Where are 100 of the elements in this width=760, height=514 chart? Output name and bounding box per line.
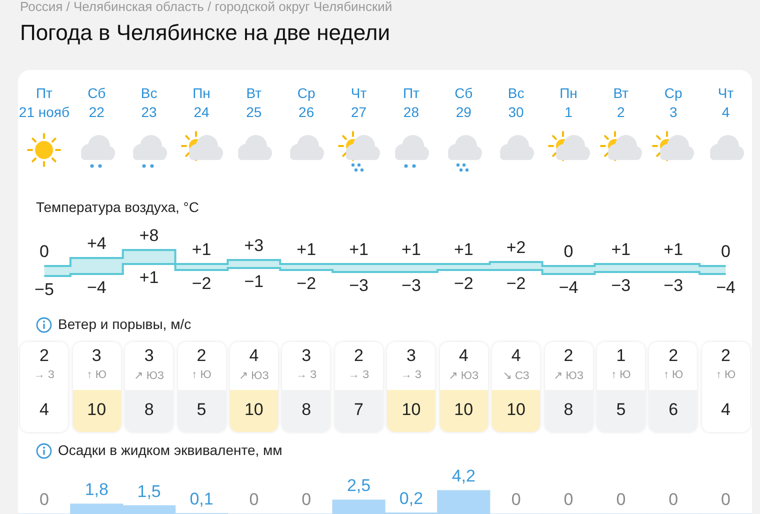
data-label: −2 — [506, 274, 526, 294]
data-label: 0 — [302, 490, 312, 510]
category-label: ↗ ЮЗ — [133, 369, 166, 382]
data-label: 1,8 — [84, 480, 108, 500]
data-label: 0 — [564, 490, 574, 510]
data-label: 2 — [668, 346, 680, 366]
category-label: → З — [400, 369, 423, 381]
x-tick-label: Пт 21 нояб — [18, 84, 70, 122]
data-label: 0 — [616, 490, 626, 510]
data-label: 4 — [510, 346, 522, 366]
x-tick-label: Сб 22 — [86, 84, 107, 120]
data-label: 4 — [38, 399, 50, 420]
data-label: 4 — [248, 346, 260, 366]
data-label: 0 — [39, 242, 49, 262]
category-label: → З — [347, 369, 370, 381]
data-label: +1 — [296, 240, 316, 260]
x-tick-label: Ср 26 — [296, 84, 316, 122]
category-label: ↑ Ю — [610, 369, 632, 381]
data-label: +8 — [139, 226, 159, 246]
data-label: +1 — [611, 240, 631, 260]
data-label: −4 — [716, 278, 736, 298]
data-label: 2 — [720, 346, 732, 366]
data-label: 4 — [720, 399, 732, 420]
text: Россия / Челябинская область / городской округ Челябинский — [20, 0, 392, 14]
x-tick-label: Сб 29 — [454, 84, 474, 122]
data-label: −2 — [296, 274, 316, 294]
data-label: +1 — [454, 240, 474, 260]
x-tick-label: Ср 3 — [663, 84, 684, 122]
data-label: 1 — [615, 346, 627, 366]
data-label: 10 — [86, 399, 108, 420]
category-label: ↗ ЮЗ — [238, 369, 270, 382]
data-label: 0 — [721, 490, 731, 510]
x-tick-label: Чт 27 — [350, 84, 368, 122]
data-label: −3 — [611, 276, 631, 296]
data-label: 10 — [400, 399, 422, 420]
data-label: 10 — [243, 399, 264, 420]
data-label: 8 — [562, 399, 574, 420]
data-label: −3 — [349, 276, 368, 296]
data-label: −2 — [454, 274, 474, 294]
category-label: ↑ Ю — [86, 369, 108, 381]
data-label: 1,5 — [137, 482, 161, 501]
data-label: 2 — [196, 346, 208, 366]
category-label: → З — [294, 369, 318, 381]
data-label: 3 — [300, 346, 312, 366]
data-label: +3 — [244, 236, 264, 256]
data-label: 3 — [405, 346, 417, 366]
x-tick-label: Вт 2 — [612, 84, 630, 122]
data-label: 10 — [506, 399, 527, 420]
data-label: +4 — [86, 234, 106, 254]
data-label: +1 — [192, 240, 212, 260]
data-label: 5 — [615, 399, 627, 420]
data-label: 0 — [249, 490, 259, 510]
data-label: 4 — [458, 346, 470, 366]
x-tick-label: Вс 30 — [506, 84, 526, 122]
data-label: 0 — [511, 490, 521, 510]
data-label: 0,1 — [190, 490, 214, 509]
data-label: −3 — [664, 276, 684, 296]
data-label: +1 — [402, 240, 421, 260]
data-label: 2 — [353, 346, 365, 366]
data-label: 2,5 — [346, 476, 371, 496]
data-label: −5 — [34, 280, 54, 300]
data-label: 7 — [353, 399, 365, 420]
chart-title: Погода в Челябинске на две недели — [20, 20, 390, 46]
chart-subtitle: Температура воздуха, °C — [36, 199, 199, 215]
data-label: 0 — [39, 490, 49, 510]
data-label: 5 — [196, 399, 208, 420]
category-label: ↗ ЮЗ — [448, 369, 480, 382]
data-label: 6 — [668, 399, 680, 420]
x-tick-label: Вт 25 — [245, 84, 263, 122]
x-tick-label: Пн 24 — [192, 84, 212, 122]
data-label: 3 — [143, 346, 155, 366]
x-tick-label: Пт 28 — [402, 84, 420, 122]
data-label: −2 — [192, 274, 212, 294]
data-label: 2 — [562, 346, 574, 366]
category-label: ↑ Ю — [190, 369, 212, 381]
data-label: 4,2 — [452, 466, 476, 486]
category-label: ↗ ЮЗ — [552, 369, 585, 382]
chart-title: Осадки в жидком эквиваленте, мм — [58, 442, 282, 458]
category-label: ↘ СЗ — [502, 369, 530, 382]
data-label: 3 — [90, 346, 102, 366]
data-label: −3 — [402, 276, 421, 296]
x-tick-label: Вс 23 — [140, 84, 158, 122]
data-label: −4 — [558, 278, 578, 298]
text: Ветер и порывы, м/с — [58, 316, 192, 332]
data-label: +1 — [349, 240, 368, 260]
data-label: 8 — [143, 399, 155, 420]
data-label: +2 — [506, 238, 526, 258]
data-label: −4 — [86, 278, 106, 298]
data-label: 2 — [38, 346, 50, 366]
data-label: 10 — [453, 399, 474, 420]
data-label: 0 — [668, 490, 678, 510]
x-tick-label: Пн 1 — [558, 84, 578, 122]
data-label: +1 — [664, 240, 684, 260]
data-label: 0 — [721, 242, 731, 262]
category-label: → З — [32, 369, 56, 381]
data-label: 0,2 — [399, 489, 424, 508]
category-label: ↑ Ю — [714, 369, 737, 381]
data-label: −1 — [244, 272, 264, 292]
data-label: +1 — [139, 268, 159, 288]
x-tick-label: Чт 4 — [716, 84, 735, 122]
